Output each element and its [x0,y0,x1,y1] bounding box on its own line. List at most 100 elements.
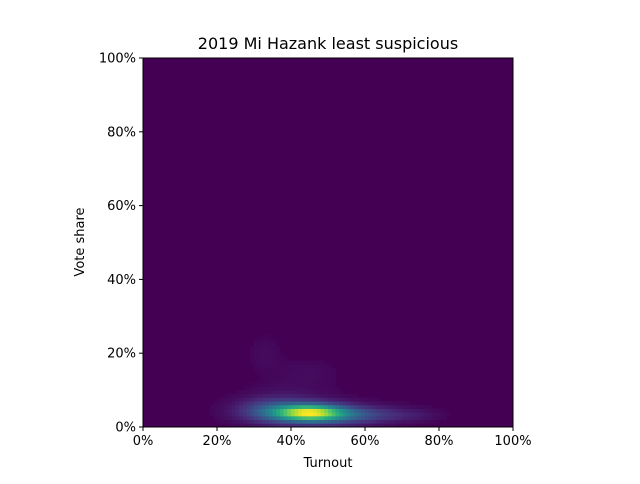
heatmap-cell [239,401,244,406]
heatmap-cell [376,397,381,402]
heatmap-cell [272,367,277,373]
heatmap-cell [398,412,403,417]
heatmap-cell [409,419,414,424]
heatmap-cell [328,397,333,402]
heatmap-cell [316,371,321,376]
heatmap-cell [394,408,399,413]
heatmap-cell [265,386,270,391]
heatmap-cell [435,419,440,424]
heatmap-cell [416,408,421,413]
heatmap-cell [242,423,247,428]
heatmap-cell [250,349,255,354]
heatmap-cell [313,423,318,428]
y-axis-ticks: 0% 20% 40% 60% 80% 100% [99,52,143,436]
heatmap-cell [331,367,336,373]
heatmap-cell [402,408,407,413]
heatmap-cell [335,397,340,402]
heatmap-cell [235,412,240,417]
heatmap-cell [261,423,266,428]
heatmap-cell [427,404,432,409]
heatmap-cell [339,419,344,424]
heatmap-cell [257,401,262,406]
heatmap-cell [265,390,270,395]
heatmap-cell [242,390,247,395]
heatmap-cell [394,423,399,428]
heatmap-cell [235,423,240,428]
heatmap-cell [320,360,325,365]
heatmap-cell [276,379,281,384]
heatmap-cell [239,397,244,402]
heatmap-cell [265,408,270,413]
heatmap-cell [268,360,273,365]
heatmap-cell [305,401,310,406]
heatmap-cell [257,345,262,350]
heatmap-cell [254,349,259,354]
heatmap-cell [409,423,414,428]
heatmap-cell [250,393,255,398]
heatmap-cell [324,375,329,380]
heatmap-cell [254,345,259,350]
heatmap-cell [394,412,399,417]
heatmap-cell [276,367,281,373]
heatmap-cell [224,408,229,413]
heatmap-cell [339,393,344,398]
heatmap-cell [254,423,259,428]
heatmap-cell [272,401,277,406]
heatmap-cell [328,367,333,373]
heatmap-cell [379,401,384,406]
heatmap-cell [283,379,288,384]
heatmap-cell [257,393,262,398]
heatmap-cell [250,404,255,409]
heatmap-cell [320,397,325,402]
heatmap-cell [431,419,436,424]
heatmap-cell [305,419,310,424]
heatmap-cell [246,415,251,421]
heatmap-cell [268,371,273,376]
heatmap-cell [331,412,336,417]
y-tick-label: 80% [107,125,136,140]
heatmap-cell [298,382,303,387]
heatmap-cell [294,408,299,413]
heatmap-cell [328,423,333,428]
heatmap-cell [250,415,255,421]
heatmap-cell [276,356,281,361]
heatmap-cell [276,419,281,424]
heatmap-cell [383,401,388,406]
heatmap-cell [242,393,247,398]
heatmap-cell [294,386,299,391]
heatmap-cell [309,397,314,402]
heatmap-cell [320,393,325,398]
heatmap-cell [305,415,310,421]
heatmap-cell [346,419,351,424]
heatmap-cell [324,386,329,391]
heatmap-cell [339,423,344,428]
heatmap-cell [254,367,259,373]
heatmap-cell [272,360,277,365]
heatmap-cell [302,408,307,413]
heatmap-cell [305,393,310,398]
heatmap-cell [268,412,273,417]
heatmap-cell [279,379,284,384]
heatmap-cell [291,401,296,406]
heatmap-cell [213,412,218,417]
heatmap-cell [283,408,288,413]
heatmap-cell [342,408,347,413]
heatmap-cell [250,390,255,395]
heatmap-cell [305,412,310,417]
heatmap-cell [350,419,355,424]
heatmap-cell [257,390,262,395]
heatmap-cell [346,404,351,409]
heatmap-cell [257,349,262,354]
heatmap-cell [250,356,255,361]
heatmap-cell [416,404,421,409]
heatmap-cell [250,382,255,387]
heatmap-cell [228,412,233,417]
heatmap-cell [283,375,288,380]
heatmap-cell [254,360,259,365]
heatmap-cell [272,349,277,354]
heatmap-cell [424,419,429,424]
heatmap-cell [291,386,296,391]
heatmap-cell [439,408,444,413]
heatmap-cell [294,401,299,406]
heatmap-cell [254,404,259,409]
